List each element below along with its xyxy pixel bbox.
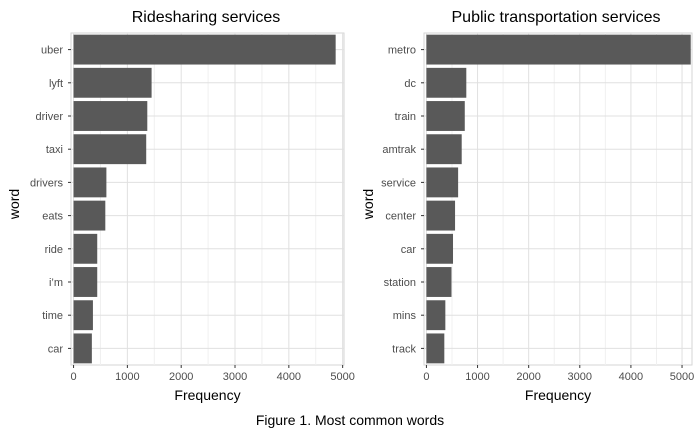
x-tick-label: 1000: [115, 371, 139, 383]
plot-area: [423, 32, 693, 366]
x-tick-label: 4000: [277, 371, 301, 383]
x-tick-label: 5000: [330, 371, 354, 383]
y-tick-label: i’m: [49, 277, 63, 289]
y-tick-label: car: [48, 343, 64, 355]
bar-amtrak: [426, 134, 462, 165]
bar-train: [426, 101, 465, 131]
bar-lyft: [73, 67, 152, 98]
x-tick-label: 4000: [619, 371, 643, 383]
bar-i’m: [73, 267, 98, 297]
x-tick-label: 0: [423, 371, 429, 383]
y-tick-label: car: [401, 244, 417, 256]
x-tick-label: 2000: [516, 371, 540, 383]
charts-canvas: 0 1000 2000 3000 4000 5000 uber lyft driver taxi d…: [6, 9, 694, 403]
chart-title: Public transportation services: [452, 9, 661, 26]
y-tick-label: service: [381, 177, 416, 189]
bar-car: [426, 233, 454, 264]
chart-panel-1: 0 1000 2000 3000 4000 5000 uber lyft driver taxi d…: [6, 9, 355, 403]
x-tick-label: 5000: [670, 371, 694, 383]
bar-uber: [73, 34, 336, 65]
chart-panel-2: 0 1000 2000 3000 4000 5000 metro dc train amtrak s…: [360, 9, 694, 403]
y-tick-label: mins: [393, 310, 417, 322]
y-tick-label: driver: [35, 111, 63, 123]
figure-caption: Figure 1. Most common words: [255, 412, 445, 428]
bar-driver: [73, 101, 148, 131]
x-tick-label: 2000: [169, 371, 193, 383]
bar-dc: [426, 67, 467, 98]
bar-service: [426, 167, 459, 198]
bar-metro: [426, 34, 691, 65]
bar-car: [73, 333, 92, 364]
bar-station: [426, 267, 452, 297]
chart-title: Ridesharing services: [132, 9, 281, 26]
y-tick-label: taxi: [46, 144, 63, 156]
y-tick-label: center: [385, 211, 416, 223]
y-tick-label: lyft: [49, 78, 63, 90]
bar-track: [426, 333, 445, 364]
y-tick-label: station: [384, 277, 416, 289]
y-tick-label: time: [42, 310, 63, 322]
y-tick-label: drivers: [30, 177, 64, 189]
y-tick-label: train: [395, 111, 416, 123]
bar-drivers: [73, 167, 107, 198]
bar-ride: [73, 233, 98, 264]
y-axis-label: word: [6, 189, 22, 220]
y-tick-label: eats: [42, 211, 63, 223]
bar-mins: [426, 300, 446, 331]
x-tick-label: 0: [70, 371, 76, 383]
x-axis-label: Frequency: [174, 387, 240, 403]
y-tick-label: track: [392, 343, 416, 355]
y-tick-label: amtrak: [382, 144, 416, 156]
x-tick-label: 3000: [568, 371, 592, 383]
bar-center: [426, 200, 456, 231]
bar-time: [73, 300, 93, 331]
y-tick-label: dc: [404, 78, 416, 90]
y-axis-label: word: [360, 189, 376, 220]
bar-eats: [73, 200, 106, 231]
y-tick-label: ride: [45, 244, 63, 256]
x-axis-label: Frequency: [525, 387, 591, 403]
y-tick-label: uber: [41, 45, 63, 57]
bar-taxi: [73, 134, 147, 165]
x-tick-label: 1000: [465, 371, 489, 383]
x-tick-label: 3000: [223, 371, 247, 383]
y-tick-label: metro: [388, 45, 416, 57]
